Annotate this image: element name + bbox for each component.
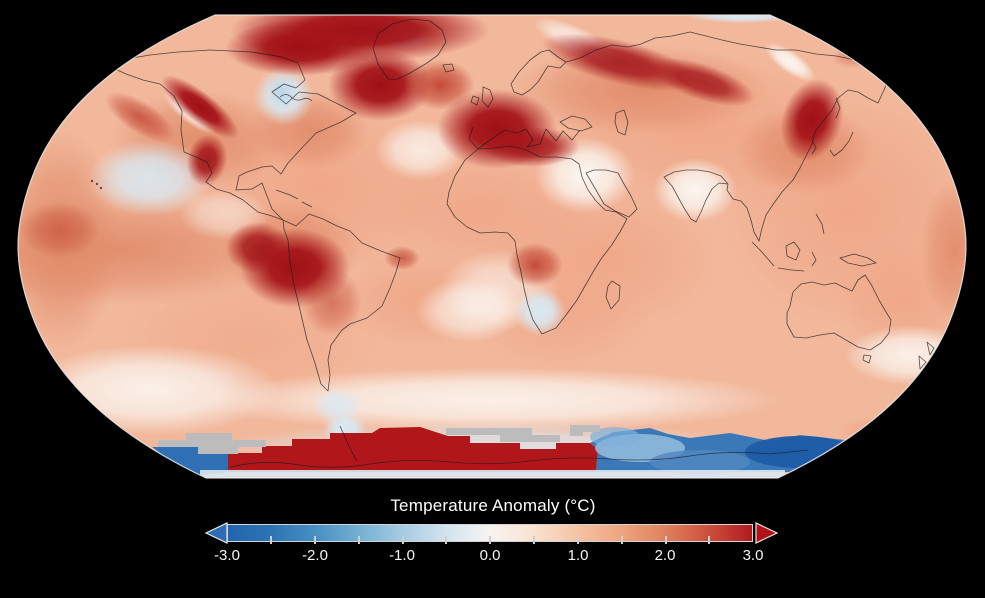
- colorbar-tick: [402, 536, 404, 544]
- colorbar-tick: [358, 536, 360, 544]
- map-outline: [17, 14, 967, 479]
- colorbar-tick-label: 0.0: [479, 547, 501, 564]
- colorbar-tick-label: 2.0: [654, 547, 676, 564]
- colorbar-tick: [533, 536, 535, 544]
- colorbar-tick: [270, 536, 272, 544]
- colorbar: Temperature Anomaly (°C) -3.0 -2.0 -1.0 …: [204, 496, 782, 574]
- colorbar-tick-label: -3.0: [214, 547, 240, 564]
- colorbar-left-arrow-icon: [204, 522, 228, 544]
- colorbar-tick-label: -1.0: [389, 547, 415, 564]
- colorbar-tick-label: 3.0: [742, 547, 764, 564]
- anomaly-field: [18, 15, 966, 478]
- colorbar-tick-label: -2.0: [302, 547, 328, 564]
- coastlines: [90, 18, 935, 468]
- colorbar-right-arrow-icon: [755, 522, 779, 544]
- colorbar-title: Temperature Anomaly (°C): [390, 496, 596, 515]
- colorbar-tick: [665, 536, 667, 544]
- world-anomaly-map: [17, 14, 967, 479]
- colorbar-tick: [577, 536, 579, 544]
- antarctic-anomaly-band: [152, 416, 940, 478]
- colorbar-tick: [314, 536, 316, 544]
- colorbar-tick-label: 1.0: [567, 547, 589, 564]
- colorbar-tick: [489, 536, 491, 544]
- colorbar-tick: [708, 536, 710, 544]
- colorbar-tick: [445, 536, 447, 544]
- colorbar-tick: [621, 536, 623, 544]
